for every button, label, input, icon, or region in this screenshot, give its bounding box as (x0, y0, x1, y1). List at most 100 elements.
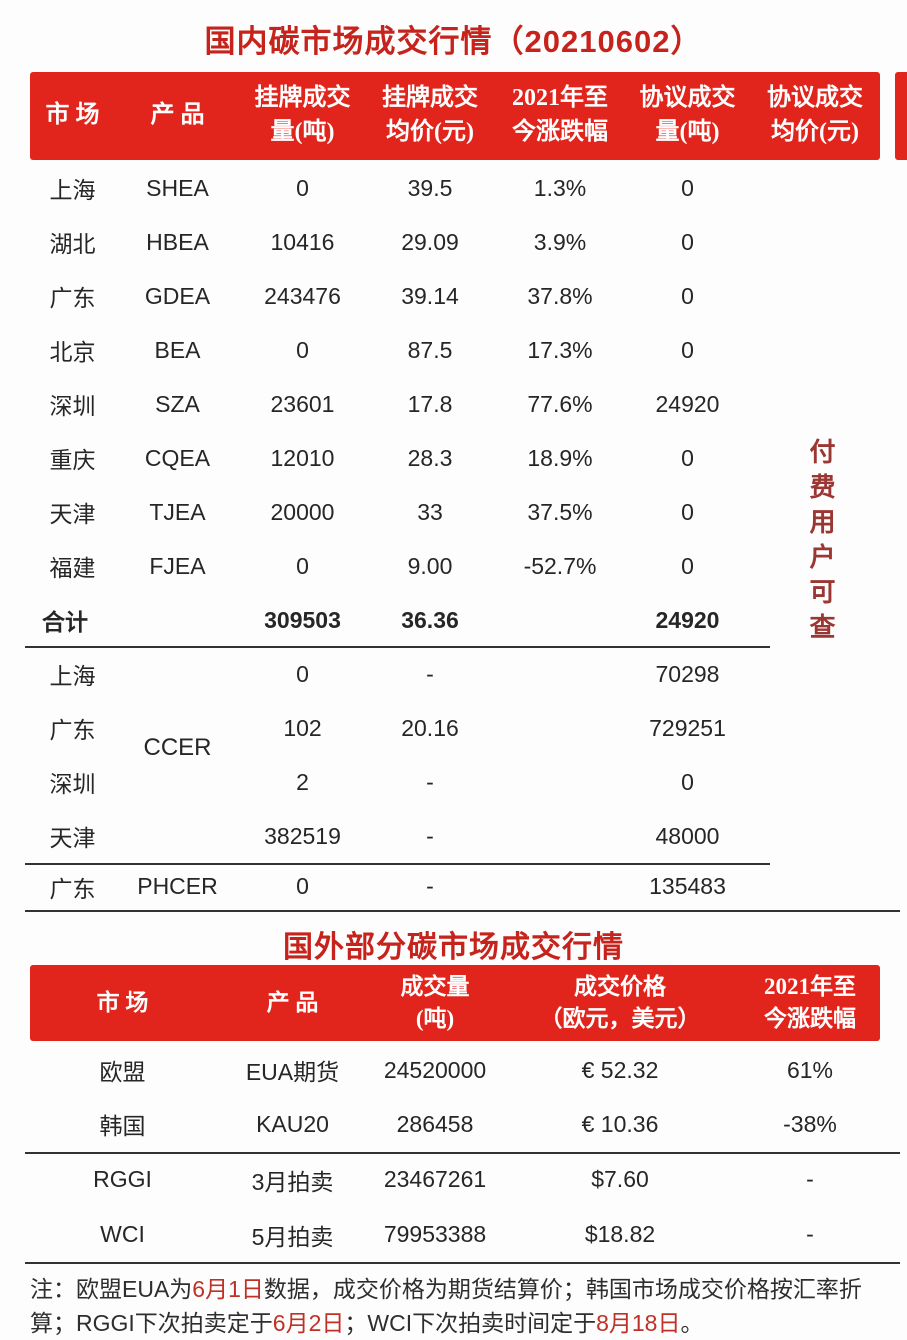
table-row: 深圳 2 - 0 (30, 755, 880, 809)
cell-listed-price: - (426, 822, 434, 849)
cell-listed-volume: 2 (296, 768, 309, 795)
table-row: 欧盟 EUA期货 24520000 € 52.32 61% (30, 1043, 880, 1097)
footnote-text: 。 (680, 1310, 704, 1336)
foreign-table-body-bottom: RGGI 3月拍卖 23467261 $7.60 - WCI 5月拍卖 7995… (30, 1152, 880, 1262)
cell-market: 深圳 (49, 771, 96, 797)
cell-ytd-change: 37.5% (527, 498, 593, 525)
cell-listed-price: 20.16 (401, 714, 459, 741)
cell-listed-price: 33 (417, 498, 443, 525)
cell-market: 天津 (49, 825, 96, 851)
cell-product: 3月拍卖 (251, 1168, 334, 1195)
domestic-table-body: 上海 SHEA 0 39.5 1.3% 0 湖北 HBEA 10416 29.0… (30, 161, 880, 647)
cell-market: 欧盟 (99, 1059, 146, 1085)
cell-listed-volume: 382519 (264, 822, 341, 849)
domestic-table-title: 国内碳市场成交行情（20210602） (204, 24, 703, 59)
cell-agreement-volume: 0 (681, 174, 694, 201)
cell-market: 福建 (49, 555, 96, 581)
footnote: 注：欧盟EUA为6月1日数据，成交价格为期货结算价；韩国市场成交价格按汇率折算；… (30, 1272, 884, 1340)
cell-listed-volume: 0 (296, 174, 309, 201)
cell-ytd-change: 17.3% (527, 336, 593, 363)
cell-agreement-volume: 0 (681, 282, 694, 309)
cell-ytd-change: 18.9% (527, 444, 593, 471)
cell-total-label: 合计 (42, 609, 88, 635)
table-row: 重庆 CQEA 12010 28.3 18.9% 0 (30, 431, 880, 485)
header-volume: 成交量 (吨) (400, 973, 470, 1031)
cell-ytd-change: 37.8% (527, 282, 593, 309)
divider (25, 863, 770, 865)
cell-product: FJEA (149, 552, 206, 579)
foreign-table-body-top: 欧盟 EUA期货 24520000 € 52.32 61% 韩国 KAU20 2… (30, 1043, 880, 1151)
cell-product: HBEA (146, 228, 209, 255)
cell-listed-price: 36.36 (401, 606, 459, 633)
cell-listed-volume: 0 (296, 873, 309, 899)
cell-market: 广东 (49, 875, 96, 902)
cell-product: PHCER (137, 873, 218, 899)
header-agreement-price: 协议成交 均价(元) (767, 85, 863, 145)
paid-users-watermark: 付费用户可查 (806, 438, 835, 648)
cell-product: CQEA (144, 444, 211, 471)
table-row: 广东 GDEA 243476 39.14 37.8% 0 (30, 269, 880, 323)
cell-agreement-volume: 70298 (655, 660, 720, 687)
table-row: 湖北 HBEA 10416 29.09 3.9% 0 (30, 215, 880, 269)
cell-product: EUA期货 (245, 1059, 340, 1085)
footnote-date: 6月1日 (192, 1276, 264, 1302)
cell-market: 上海 (49, 177, 96, 203)
footnote-date: 6月2日 (272, 1310, 345, 1336)
cell-listed-price: 9.00 (407, 552, 453, 579)
header-product: 产 品 (266, 989, 319, 1015)
table-row: 深圳 SZA 23601 17.8 77.6% 24920 (30, 377, 880, 431)
domestic-table-header: 市 场 产 品 挂牌成交 量(吨) 挂牌成交 均价(元) 2021年至 今涨跌幅… (30, 72, 880, 160)
divider (25, 1152, 900, 1154)
cell-agreement-volume: 0 (681, 498, 694, 525)
cell-market: 重庆 (49, 447, 96, 473)
cell-market: 湖北 (49, 231, 96, 257)
total-row: 合计 309503 36.36 24920 (30, 593, 880, 647)
cell-market: RGGI (93, 1166, 152, 1192)
cell-listed-volume: 20000 (270, 498, 335, 525)
cell-listed-volume: 0 (296, 552, 309, 579)
cell-price: $18.82 (584, 1221, 656, 1247)
footnote-text: 注：欧盟EUA为 (30, 1276, 193, 1302)
cell-ytd-change: -52.7% (523, 552, 597, 579)
phcer-row: 广东 PHCER 0 - 135483 (30, 863, 880, 910)
ccer-merged-product-label: CCER (143, 734, 212, 761)
table-row: 福建 FJEA 0 9.00 -52.7% 0 (30, 539, 880, 593)
table-row: 上海 0 - 70298 (30, 647, 880, 701)
cell-volume: 79953388 (383, 1221, 487, 1247)
footnote-text: ；WCI下次拍卖时间定于 (344, 1310, 597, 1336)
foreign-table-title: 国外部分碳市场成交行情 (283, 931, 624, 964)
cell-listed-volume: 102 (283, 714, 322, 741)
cell-ytd-change: 61% (786, 1056, 834, 1083)
footnote-date: 8月18日 (596, 1310, 681, 1336)
cell-volume: 23467261 (383, 1166, 487, 1192)
cell-volume: 24520000 (383, 1056, 487, 1083)
cell-market: 上海 (49, 663, 96, 689)
cell-agreement-volume: 24920 (655, 390, 720, 417)
table-row: 广东 102 20.16 729251 (30, 701, 880, 755)
divider (25, 1262, 900, 1264)
cell-market: 深圳 (49, 393, 96, 419)
cell-agreement-volume: 24920 (655, 606, 720, 633)
cell-ytd-change: 77.6% (527, 390, 593, 417)
cell-agreement-volume: 0 (681, 336, 694, 363)
header-listed-volume: 挂牌成交 量(吨) (254, 85, 351, 145)
header-price: 成交价格 （欧元，美元） (539, 973, 701, 1031)
cell-listed-price: 87.5 (407, 336, 453, 363)
cell-agreement-volume: 48000 (655, 822, 720, 849)
cell-price: € 10.36 (581, 1110, 659, 1137)
cell-market: WCI (100, 1221, 145, 1247)
header-edge-strip (895, 72, 907, 160)
cell-listed-price: 28.3 (407, 444, 453, 471)
cell-agreement-volume: 135483 (649, 873, 726, 899)
header-market: 市 场 (45, 102, 100, 129)
cell-agreement-volume: 729251 (649, 714, 726, 741)
cell-ytd-change: 1.3% (533, 174, 587, 201)
cell-listed-price: 39.14 (401, 282, 459, 309)
cell-product: 5月拍卖 (251, 1223, 334, 1250)
table-row: 北京 BEA 0 87.5 17.3% 0 (30, 323, 880, 377)
cell-market: 广东 (49, 285, 96, 311)
divider (25, 646, 770, 648)
cell-product: GDEA (144, 282, 211, 309)
cell-listed-price: 17.8 (407, 390, 453, 417)
